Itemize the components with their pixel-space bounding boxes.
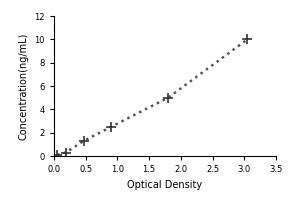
- X-axis label: Optical Density: Optical Density: [128, 180, 202, 190]
- Y-axis label: Concentration(ng/mL): Concentration(ng/mL): [19, 32, 29, 140]
